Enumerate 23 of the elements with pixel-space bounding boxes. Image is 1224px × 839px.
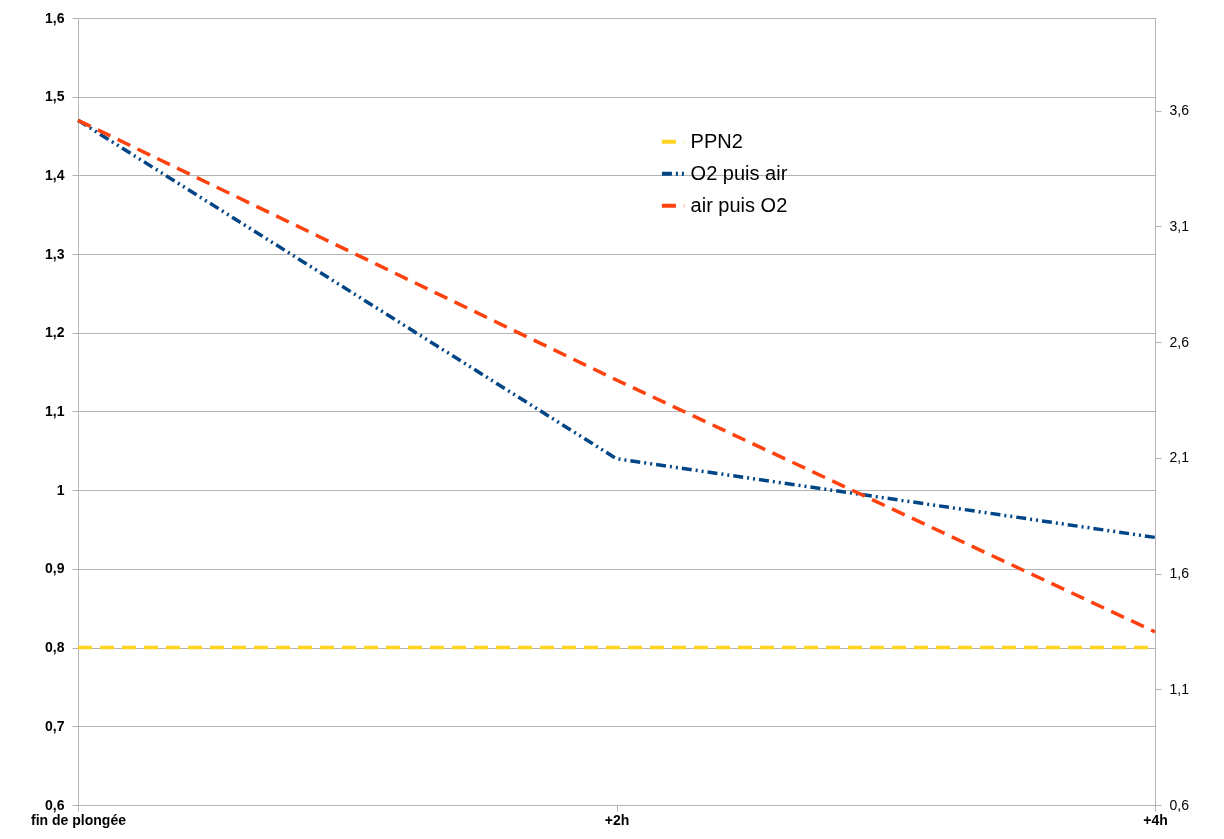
y-tick-label: 1,5 bbox=[45, 88, 65, 105]
y2-tick-label: 0,6 bbox=[1169, 796, 1190, 813]
y2-tick-label: 1,1 bbox=[1169, 680, 1190, 697]
y2-tick-label: 2,1 bbox=[1169, 449, 1190, 466]
y-tick-label: 1,1 bbox=[45, 403, 65, 419]
y-tick-label: 1,6 bbox=[45, 9, 65, 26]
y2-tick-label: 2,6 bbox=[1169, 333, 1190, 350]
y-tick-label: 0,6 bbox=[45, 796, 65, 813]
x-tick-label: +2h bbox=[604, 811, 630, 828]
y-tick-label: 0,7 bbox=[45, 717, 65, 734]
y-tick-label: 1,2 bbox=[45, 324, 65, 341]
y-tick-label: 0,9 bbox=[45, 560, 65, 577]
x-tick-label: +4h bbox=[1143, 811, 1168, 828]
legend-label: air puis O2 bbox=[690, 193, 788, 216]
y2-tick-label: 1,6 bbox=[1169, 565, 1190, 582]
y-tick-label: 1 bbox=[56, 481, 65, 498]
y-tick-label: 1,3 bbox=[45, 245, 65, 262]
y2-tick-label: 3,1 bbox=[1169, 217, 1190, 234]
y-tick-label: 0,8 bbox=[45, 639, 65, 656]
y2-tick-label: 3,6 bbox=[1169, 102, 1190, 119]
legend-label: O2 puis air bbox=[690, 161, 788, 184]
y-tick-label: 1,4 bbox=[45, 166, 65, 183]
legend-label: PPN2 bbox=[690, 129, 743, 152]
